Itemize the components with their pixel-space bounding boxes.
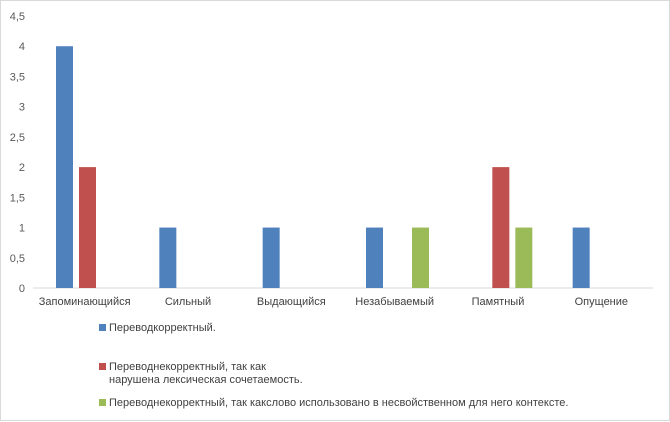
legend-swatch-collocation [99, 363, 106, 370]
y-tick-label: 0,5 [10, 253, 25, 265]
bar-series-3 [515, 227, 533, 288]
bar-series-1 [366, 227, 383, 288]
legend-label-collocation: Переводнекорректный, так как нарушена ле… [109, 361, 303, 386]
legend-label-context: Переводнекорректный, так какслово исполь… [109, 397, 569, 409]
x-tick-label: Сильный [165, 296, 211, 308]
y-tick-label: 1 [19, 223, 25, 235]
bar-series-2 [79, 167, 96, 288]
y-tick-label: 3 [19, 102, 25, 114]
bar-series-2 [492, 167, 510, 288]
y-tick-label: 3,5 [10, 71, 25, 83]
y-tick-label: 2 [19, 162, 25, 174]
legend-item-correct: Переводкорректный. [99, 322, 639, 338]
legend-item-collocation: Переводнекорректный, так как нарушена ле… [99, 361, 304, 389]
bar-series-1 [159, 227, 177, 288]
x-tick-label: Запоминающийся [39, 296, 131, 308]
y-tick-label: 4,5 [10, 11, 25, 23]
x-tick-label: Выдающийся [257, 296, 326, 308]
legend-label-correct: Переводкорректный. [109, 322, 216, 334]
y-tick-label: 2,5 [10, 132, 25, 144]
y-tick-label: 4 [19, 41, 25, 53]
legend-swatch-correct [99, 324, 106, 331]
y-tick-label: 0 [19, 283, 25, 295]
x-tick-label: Памятный [472, 296, 525, 308]
legend-item-context: Переводнекорректный, так какслово исполь… [99, 397, 639, 413]
y-tick-label: 1,5 [10, 192, 25, 204]
legend-swatch-context [99, 399, 106, 406]
bar-series-3 [412, 227, 429, 288]
bar-series-1 [56, 46, 73, 288]
bar-series-1 [572, 227, 590, 288]
bar-series-1 [262, 227, 280, 288]
x-tick-label: Незабываемый [355, 296, 434, 308]
x-tick-label: Опущение [575, 296, 628, 308]
